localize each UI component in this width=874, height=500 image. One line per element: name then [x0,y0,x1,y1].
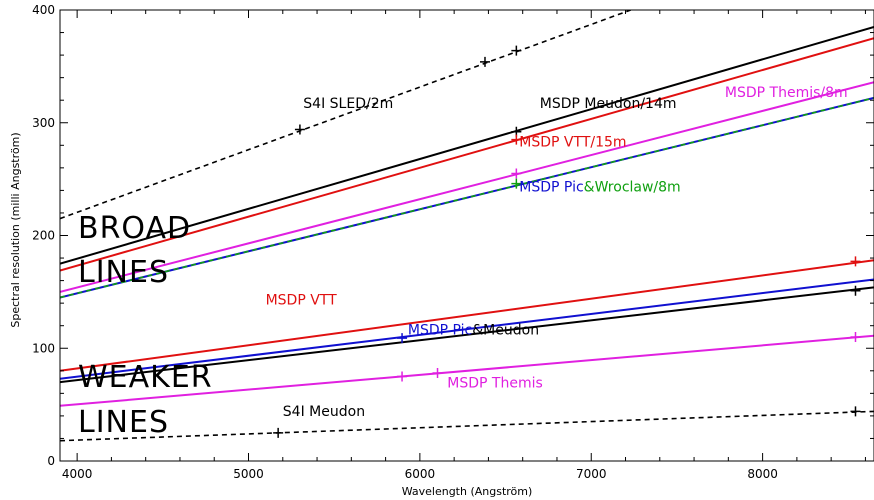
markers-layer [273,45,861,438]
series-line-10 [60,410,874,442]
series-line-2 [60,37,874,272]
annotation-meudon-part: &Meudon [472,323,539,339]
y-tick-label-200: 200 [32,229,55,243]
series-line-7 [60,278,874,380]
y-axis-title: Spectral resolution (milli Angström) [9,132,22,327]
annotation-msdp-pic-part2: MSDP Pic [408,323,472,339]
region-label-broad: BROAD [78,211,191,246]
annotation-msdp-themis-8m: MSDP Themis/8m [725,85,848,101]
series-layer [60,10,874,442]
annotation-s4i-sled: S4I SLED/2m [303,96,393,112]
annotation-msdp-themis: MSDP Themis [447,376,543,392]
y-tick-label-300: 300 [32,116,55,130]
data-marker-4 [511,134,522,145]
data-marker-14 [850,406,861,417]
series-line-5 [60,97,874,299]
data-marker-13 [273,427,284,438]
x-tick-label-4000: 4000 [62,467,93,481]
data-marker-0 [294,124,305,135]
annotation-wroclaw-part: &Wroclaw/8m [584,180,681,196]
annotation-s4i-meudon: S4I Meudon [283,404,365,420]
x-tick-label-7000: 7000 [576,467,607,481]
data-marker-2 [511,45,522,56]
series-line-0 [60,10,631,220]
annotation-msdp-pic-meudon: MSDP Pic&Meudon [408,323,539,339]
series-line-6 [60,259,874,372]
y-tick-label-100: 100 [32,341,55,355]
annotation-msdp-meudon-14m: MSDP Meudon/14m [540,96,677,112]
axes-layer: 4000 5000 6000 7000 8000 0 100 200 300 400 [32,3,874,481]
annotation-msdp-pic-wroclaw: MSDP Pic&Wroclaw/8m [519,180,680,196]
x-tick-label-5000: 5000 [233,467,264,481]
series-line-9 [60,334,874,407]
region-label-lines-1: LINES [78,255,169,290]
series-line-1 [60,25,874,265]
region-label-weaker: WEAKER [78,360,213,395]
series-line-3 [60,81,874,293]
data-marker-12 [850,331,861,342]
data-marker-8 [850,285,861,296]
region-label-lines-2: LINES [78,405,169,440]
y-tick-label-0: 0 [47,454,55,468]
annotation-msdp-pic-part: MSDP Pic [519,180,583,196]
annotation-msdp-vtt: MSDP VTT [266,292,338,308]
data-marker-9 [397,333,408,344]
data-marker-7 [850,256,861,267]
y-tick-label-400: 400 [32,3,55,17]
data-marker-1 [479,56,490,67]
data-marker-6 [511,178,522,189]
annotation-msdp-vtt-15m: MSDP VTT/15m [519,134,626,150]
x-tick-label-8000: 8000 [747,467,778,481]
series-line-8 [60,286,874,384]
data-marker-10 [397,371,408,382]
data-marker-5 [511,168,522,179]
x-tick-label-6000: 6000 [405,467,436,481]
x-axis-title: Wavelength (Angström) [402,485,533,498]
data-marker-11 [432,368,443,379]
annotations-layer: S4I SLED/2m MSDP Meudon/14m MSDP Themis/… [266,85,848,420]
